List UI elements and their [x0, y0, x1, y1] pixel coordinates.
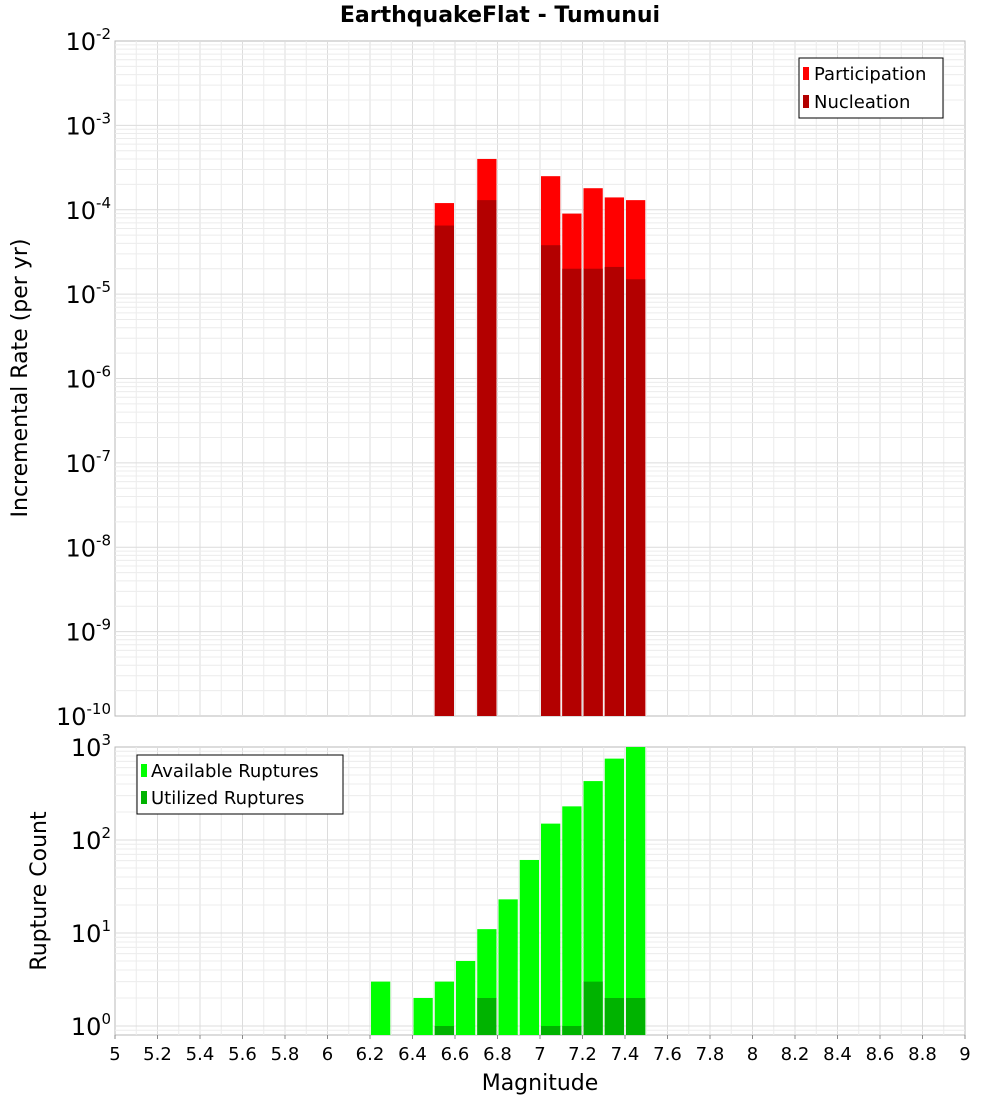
x-tick-label: 6.4 [398, 1044, 427, 1065]
rate-legend: Participation Nucleation [798, 57, 944, 119]
available-ruptures-bar [519, 859, 539, 1035]
count-legend-box [136, 754, 344, 815]
y-tick-label: 10-4 [65, 194, 111, 225]
available-ruptures-bar [626, 747, 646, 1035]
y-tick-label: 10-9 [65, 616, 111, 647]
utilized-ruptures-bar [541, 1025, 561, 1035]
x-tick-label: 7.8 [696, 1044, 725, 1065]
y-tick-label: 10-2 [65, 25, 111, 56]
utilized-ruptures-bar [477, 997, 497, 1035]
x-axis-label: Magnitude [482, 1071, 599, 1096]
count-y-axis-label: Rupture Count [27, 811, 52, 971]
nucleation-legend-swatch [803, 95, 809, 108]
count-panel: 103 102 101 100 5 5.2 5.4 5.6 5.8 6 6.2 6.4 6.6 6.8 7… [27, 731, 971, 1096]
utilized-legend-label: Utilized Ruptures [151, 788, 304, 809]
x-tick-label: 6.2 [356, 1044, 385, 1065]
x-tick-label: 8.6 [866, 1044, 895, 1065]
available-legend-label: Available Ruptures [151, 761, 319, 782]
y-tick-label: 10-8 [65, 531, 111, 562]
x-tick-label: 5.8 [271, 1044, 300, 1065]
nucleation-legend-label: Nucleation [814, 92, 910, 113]
utilized-ruptures-bar [583, 981, 603, 1035]
y-tick-label: 100 [71, 1010, 111, 1041]
available-ruptures-bar [562, 806, 582, 1035]
rate-y-ticks: 10-2 10-3 10-4 10-5 10-6 10-7 10-8 10-9 10-10 [56, 25, 111, 731]
utilized-ruptures-bar [626, 997, 646, 1035]
rate-legend-box [798, 57, 944, 119]
x-tick-label: 7.6 [653, 1044, 682, 1065]
y-tick-label: 103 [71, 731, 111, 762]
nucleation-bar [477, 200, 497, 716]
participation-legend-label: Participation [814, 64, 926, 85]
nucleation-bar [434, 225, 454, 716]
y-tick-label: 10-10 [56, 700, 111, 731]
chart-title: EarthquakeFlat - Tumunui [340, 3, 660, 28]
x-tick-label: 7.4 [611, 1044, 640, 1065]
x-tick-label: 5 [109, 1044, 120, 1065]
magnitude-x-ticks: 5 5.2 5.4 5.6 5.8 6 6.2 6.4 6.6 6.8 7 7.2 7.4 7.6 7.8 8… [109, 1035, 971, 1065]
rate-grid [115, 41, 965, 716]
nucleation-bar [583, 268, 603, 716]
available-ruptures-bar [456, 960, 476, 1035]
nucleation-bar [562, 268, 582, 716]
x-tick-label: 5.4 [186, 1044, 215, 1065]
rate-bars [434, 158, 646, 717]
x-tick-label: 6.8 [483, 1044, 512, 1065]
utilized-ruptures-bar [434, 1025, 454, 1035]
nucleation-bar [626, 279, 646, 716]
participation-legend-swatch [803, 67, 809, 80]
utilized-ruptures-bar [604, 997, 624, 1035]
x-tick-label: 5.6 [228, 1044, 257, 1065]
x-tick-label: 8.8 [908, 1044, 937, 1065]
count-bars [371, 747, 646, 1035]
available-ruptures-bar [413, 997, 433, 1035]
available-legend-swatch [141, 764, 147, 777]
y-tick-label: 101 [71, 917, 111, 948]
x-tick-label: 6 [322, 1044, 333, 1065]
x-tick-label: 8.4 [823, 1044, 852, 1065]
y-tick-label: 102 [71, 824, 111, 855]
available-ruptures-bar [434, 981, 454, 1035]
utilized-legend-swatch [141, 791, 147, 804]
x-tick-label: 7.2 [568, 1044, 597, 1065]
y-tick-label: 10-3 [65, 109, 111, 140]
x-tick-label: 6.6 [441, 1044, 470, 1065]
rate-y-axis-label: Incremental Rate (per yr) [8, 239, 33, 518]
x-tick-label: 8 [747, 1044, 758, 1065]
utilized-ruptures-bar [562, 1025, 582, 1035]
available-ruptures-bar [541, 823, 561, 1035]
x-tick-label: 8.2 [781, 1044, 810, 1065]
count-y-ticks: 103 102 101 100 [71, 731, 111, 1041]
nucleation-bar [604, 266, 624, 716]
available-ruptures-bar [371, 981, 391, 1035]
count-legend: Available Ruptures Utilized Ruptures [136, 754, 344, 815]
y-tick-label: 10-5 [65, 278, 111, 309]
y-tick-label: 10-6 [65, 363, 111, 394]
rate-panel: 10-2 10-3 10-4 10-5 10-6 10-7 10-8 10-9 10-10 In… [8, 25, 966, 731]
available-ruptures-bar [583, 781, 603, 1035]
x-tick-label: 7 [534, 1044, 545, 1065]
available-ruptures-bar [498, 899, 518, 1035]
y-tick-label: 10-7 [65, 447, 111, 478]
nucleation-bar [541, 245, 561, 717]
x-tick-label: 5.2 [143, 1044, 172, 1065]
x-tick-label: 9 [959, 1044, 970, 1065]
available-ruptures-bar [604, 758, 624, 1035]
